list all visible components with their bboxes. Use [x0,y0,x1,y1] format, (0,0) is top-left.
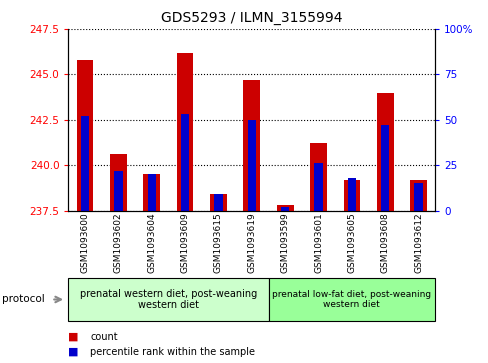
Text: ■: ■ [68,347,79,357]
Bar [413,183,422,211]
Text: percentile rank within the sample: percentile rank within the sample [90,347,255,357]
Bar [380,125,388,211]
Bar [343,180,360,211]
Bar [309,143,326,211]
Title: GDS5293 / ILMN_3155994: GDS5293 / ILMN_3155994 [161,11,342,25]
Bar [110,154,126,211]
Text: prenatal western diet, post-weaning
western diet: prenatal western diet, post-weaning west… [80,289,257,310]
Bar [210,194,226,211]
Bar [281,207,289,211]
Bar [147,174,156,211]
Bar [347,178,355,211]
Bar [114,171,122,211]
Bar [177,53,193,211]
Bar [247,120,256,211]
Text: prenatal low-fat diet, post-weaning
western diet: prenatal low-fat diet, post-weaning west… [272,290,430,309]
Bar [409,180,426,211]
Bar [214,194,222,211]
Text: protocol: protocol [2,294,45,305]
Text: count: count [90,332,118,342]
Text: ■: ■ [68,332,79,342]
Bar [314,163,322,211]
Bar [376,93,393,211]
Bar [181,114,189,211]
Bar [276,205,293,211]
Bar [243,80,260,211]
Bar [81,116,89,211]
Bar [77,60,93,211]
Bar [143,174,160,211]
